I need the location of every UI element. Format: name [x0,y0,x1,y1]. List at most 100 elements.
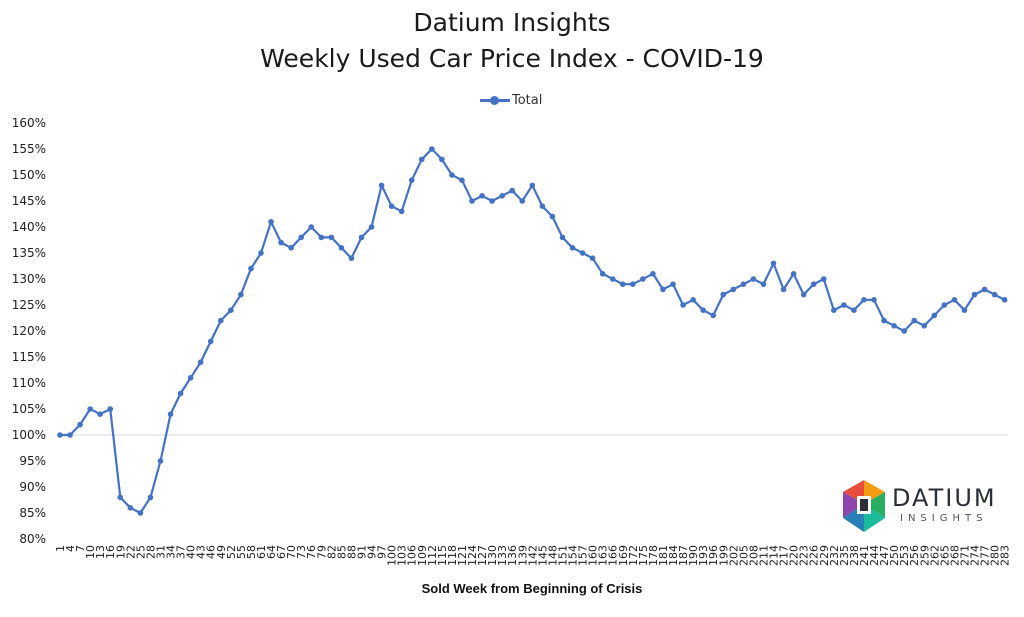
x-tick-label: 217 [778,545,791,566]
x-tick-label: 172 [627,545,640,566]
data-point [730,286,737,293]
data-point [941,302,948,308]
y-tick-label: 125% [12,298,46,312]
x-tick-label: 67 [275,545,288,559]
x-tick-label: 88 [345,545,358,559]
y-tick-label: 100% [12,428,46,442]
x-tick-label: 37 [175,545,188,559]
data-point [197,359,204,366]
data-point [559,234,566,241]
data-point [268,219,274,225]
x-tick-label: 244 [868,545,881,566]
data-point [187,375,194,381]
x-tick-label: 4 [64,545,77,552]
x-tick-label: 100 [386,545,399,566]
x-tick-label: 85 [335,545,348,559]
x-tick-label: 46 [205,545,218,559]
x-tick-label: 1 [54,545,67,552]
data-point [459,177,465,183]
data-point [569,245,576,251]
data-point [800,291,807,298]
x-tick-label: 61 [255,545,268,559]
data-point [519,198,526,204]
x-tick-label: 49 [215,545,228,559]
x-tick-label: 106 [406,545,419,566]
x-tick-label: 241 [858,545,871,566]
data-point [841,302,847,308]
x-tick-label: 76 [305,545,318,559]
x-tick-label: 52 [225,545,238,559]
data-point [137,510,144,516]
data-point [408,177,415,183]
x-tick-label: 133 [496,545,509,566]
y-tick-label: 85% [19,506,46,520]
data-point [489,198,495,204]
y-tick-label: 130% [12,272,46,286]
data-point [901,328,907,334]
y-tick-label: 105% [12,402,46,416]
x-tick-label: 277 [979,545,992,566]
data-point [760,281,767,288]
data-point [398,208,405,215]
data-point [509,187,516,194]
data-point [378,182,385,189]
x-tick-label: 151 [556,545,569,566]
x-tick-label: 208 [747,545,760,566]
data-point [820,276,827,282]
x-tick-label: 10 [84,545,97,559]
x-tick-label: 280 [989,545,1002,566]
data-point [228,307,234,314]
x-tick-label: 82 [325,545,338,559]
data-point [539,203,546,209]
x-tick-label: 196 [707,545,720,566]
data-point [680,302,686,308]
data-point [57,432,63,438]
data-point [418,156,425,163]
x-tick-label: 268 [948,545,961,566]
data-point [619,281,626,288]
x-tick-label: 31 [154,545,167,559]
y-tick-label: 160% [12,116,46,130]
data-point [640,276,646,282]
x-tick-label: 274 [969,545,982,566]
legend-series-marker [478,90,512,110]
y-tick-label: 135% [12,246,46,260]
x-tick-label: 73 [295,545,308,559]
data-point [207,338,214,345]
data-point [589,255,596,261]
x-tick-label: 184 [667,545,680,566]
data-point [579,250,586,256]
data-point [991,291,998,298]
data-point [851,307,857,314]
y-tick-label: 95% [19,454,46,468]
x-tick-label: 187 [677,545,690,566]
x-tick-label: 43 [195,545,208,559]
y-tick-label: 140% [12,220,46,234]
x-tick-label: 22 [124,545,137,559]
x-tick-label: 13 [94,545,107,559]
x-tick-label: 262 [928,545,941,566]
x-tick-label: 136 [506,545,519,566]
x-tick-label: 181 [657,545,670,566]
data-point [931,312,938,319]
data-point [720,291,727,298]
x-tick-label: 70 [285,545,298,559]
data-point [609,276,616,282]
data-point [951,297,958,303]
data-point [810,281,817,288]
x-tick-label: 283 [999,545,1012,566]
data-point [439,156,445,163]
data-point [861,297,867,303]
x-tick-label: 205 [737,545,750,566]
x-tick-label: 223 [798,545,811,566]
data-point [368,224,375,230]
data-point [529,182,536,189]
data-point [479,193,485,199]
x-tick-label: 115 [436,545,449,566]
data-point [298,234,304,241]
x-tick-label: 169 [617,545,630,566]
x-tick-label: 214 [768,545,781,566]
x-tick-label: 220 [788,545,801,566]
x-tick-label: 259 [918,545,931,566]
